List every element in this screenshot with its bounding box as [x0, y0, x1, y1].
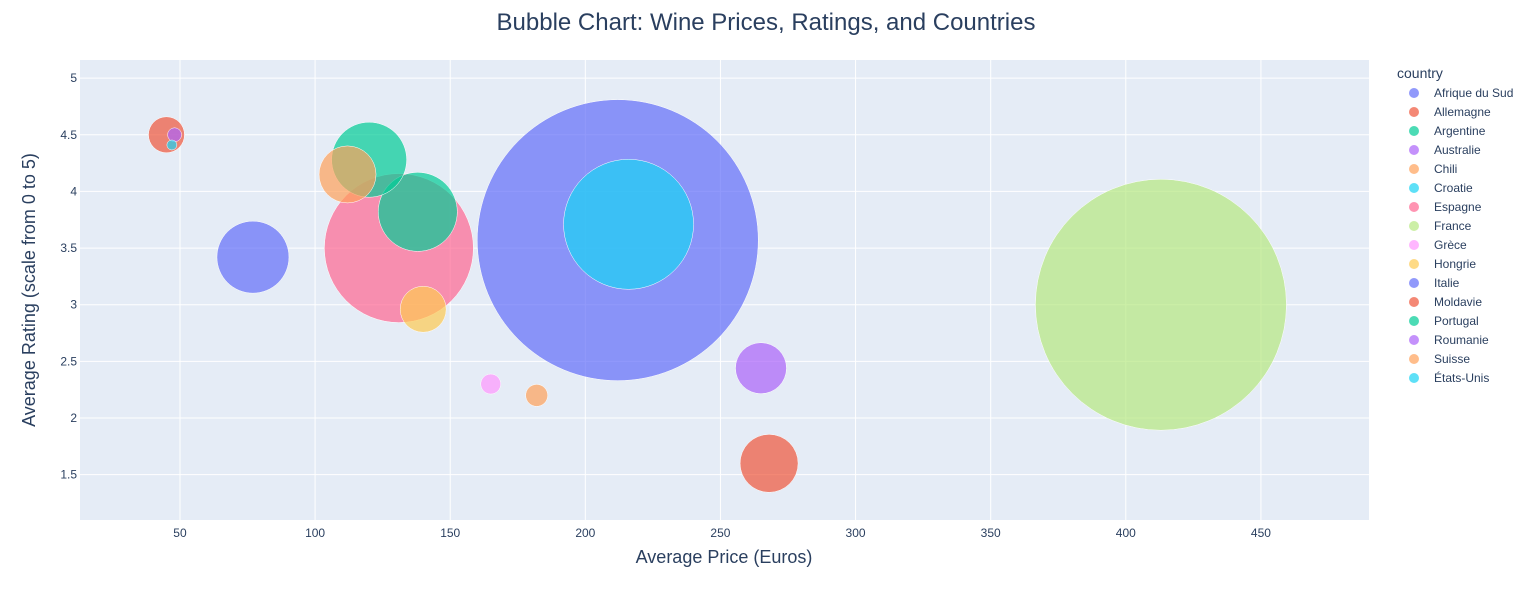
y-tick-label: 3	[70, 298, 77, 312]
legend-marker	[1409, 145, 1419, 155]
legend-marker	[1409, 259, 1419, 269]
legend-item-roumanie[interactable]: Roumanie	[1409, 333, 1489, 347]
legend-marker	[1409, 164, 1419, 174]
legend-marker	[1409, 240, 1419, 250]
bubble-australie[interactable]	[167, 127, 182, 143]
legend-item-espagne[interactable]: Espagne	[1409, 200, 1482, 214]
legend-marker	[1409, 354, 1419, 364]
legend-marker	[1409, 202, 1419, 212]
legend-marker	[1409, 88, 1419, 98]
legend-item-argentine[interactable]: Argentine	[1409, 124, 1486, 138]
legend-title: country	[1397, 65, 1443, 81]
legend-item-australie[interactable]: Australie	[1409, 143, 1481, 157]
legend-item-france[interactable]: France	[1409, 219, 1472, 233]
bubble-france[interactable]	[1035, 178, 1287, 431]
legend-label: Moldavie	[1434, 295, 1482, 309]
legend-item-hongrie[interactable]: Hongrie	[1409, 257, 1476, 271]
x-tick-label: 100	[305, 526, 325, 540]
x-tick-label: 50	[173, 526, 187, 540]
legend-label: Suisse	[1434, 352, 1470, 366]
bubble-grece[interactable]	[480, 373, 502, 395]
legend-marker	[1409, 297, 1419, 307]
legend-label: Hongrie	[1434, 257, 1476, 271]
legend-item-suisse[interactable]: Suisse	[1409, 352, 1470, 366]
legend-item-italie[interactable]: Italie	[1409, 276, 1460, 290]
legend-label: Espagne	[1434, 200, 1482, 214]
y-tick-label: 1.5	[60, 468, 77, 482]
legend-item-allemagne[interactable]: Allemagne	[1409, 105, 1491, 119]
x-tick-label: 200	[575, 526, 595, 540]
y-tick-label: 3.5	[60, 241, 77, 255]
chart-title: Bubble Chart: Wine Prices, Ratings, and …	[497, 9, 1036, 36]
legend-item-moldavie[interactable]: Moldavie	[1409, 295, 1482, 309]
bubble-marks	[148, 99, 1287, 493]
legend-label: Croatie	[1434, 181, 1473, 195]
bubble-suisse[interactable]	[525, 384, 548, 407]
legend-label: Argentine	[1434, 124, 1486, 138]
bubble-hongrie[interactable]	[399, 286, 447, 333]
bubble-moldavie[interactable]	[739, 434, 799, 493]
x-axis-title: Average Price (Euros)	[636, 547, 813, 567]
bubble-portugal[interactable]	[378, 172, 458, 252]
legend-marker	[1409, 316, 1419, 326]
legend-marker	[1409, 183, 1419, 193]
y-tick-label: 4	[70, 184, 77, 198]
legend-label: Grèce	[1434, 238, 1467, 252]
legend-label: Allemagne	[1434, 105, 1491, 119]
bubble-etats-unis[interactable]	[563, 159, 694, 290]
x-tick-label: 350	[981, 526, 1001, 540]
legend-marker	[1409, 373, 1419, 383]
y-tick-label: 4.5	[60, 128, 77, 142]
bubble-croatie[interactable]	[166, 139, 178, 151]
legend-marker	[1409, 107, 1419, 117]
bubble-afrique-du-sud[interactable]	[216, 220, 290, 294]
x-tick-label: 400	[1116, 526, 1136, 540]
legend-label: Roumanie	[1434, 333, 1489, 347]
x-tick-label: 450	[1251, 526, 1271, 540]
legend-item-croatie[interactable]: Croatie	[1409, 181, 1473, 195]
legend-label: Portugal	[1434, 314, 1479, 328]
x-tick-label: 250	[710, 526, 730, 540]
x-tick-label: 150	[440, 526, 460, 540]
y-axis-ticks: 1.5 2 2.5 3 3.5 4 4.5 5	[60, 71, 77, 482]
y-tick-label: 2.5	[60, 354, 77, 368]
legend-marker	[1409, 335, 1419, 345]
legend-item-portugal[interactable]: Portugal	[1409, 314, 1479, 328]
legend-label: Afrique du Sud	[1434, 86, 1513, 100]
y-axis-title: Average Rating (scale from 0 to 5)	[19, 153, 39, 427]
bubble-chili[interactable]	[318, 145, 377, 204]
bubble-roumanie[interactable]	[735, 342, 787, 394]
legend-item-afrique-du-sud[interactable]: Afrique du Sud	[1409, 86, 1513, 100]
legend-item-chili[interactable]: Chili	[1409, 162, 1457, 176]
legend-label: Australie	[1434, 143, 1481, 157]
legend-label: France	[1434, 219, 1472, 233]
x-axis-ticks: 50 100 150 200 250 300 350 400 450	[173, 526, 1271, 540]
legend-label: États-Unis	[1434, 370, 1489, 385]
legend-label: Italie	[1434, 276, 1460, 290]
legend-item-grece[interactable]: Grèce	[1409, 238, 1467, 252]
legend-marker	[1409, 278, 1419, 288]
legend-label: Chili	[1434, 162, 1457, 176]
legend-marker	[1409, 126, 1419, 136]
y-tick-label: 5	[70, 71, 77, 85]
legend-marker	[1409, 221, 1419, 231]
legend-item-etats-unis[interactable]: États-Unis	[1409, 370, 1489, 385]
x-tick-label: 300	[846, 526, 866, 540]
y-tick-label: 2	[70, 411, 77, 425]
legend: country Afrique du Sud Allemagne Argentine…	[1397, 65, 1513, 385]
